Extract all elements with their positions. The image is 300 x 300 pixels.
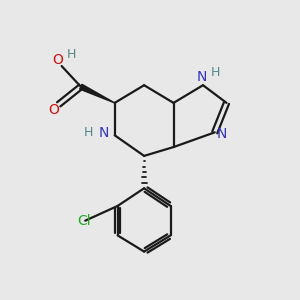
Text: N: N: [217, 127, 227, 141]
Text: N: N: [196, 70, 207, 84]
Text: N: N: [98, 126, 109, 140]
Text: Cl: Cl: [77, 214, 91, 228]
Text: O: O: [53, 52, 64, 67]
Text: O: O: [48, 103, 59, 117]
Text: H: H: [83, 126, 93, 139]
Polygon shape: [80, 84, 115, 103]
Text: H: H: [211, 66, 220, 80]
Text: H: H: [66, 48, 76, 62]
